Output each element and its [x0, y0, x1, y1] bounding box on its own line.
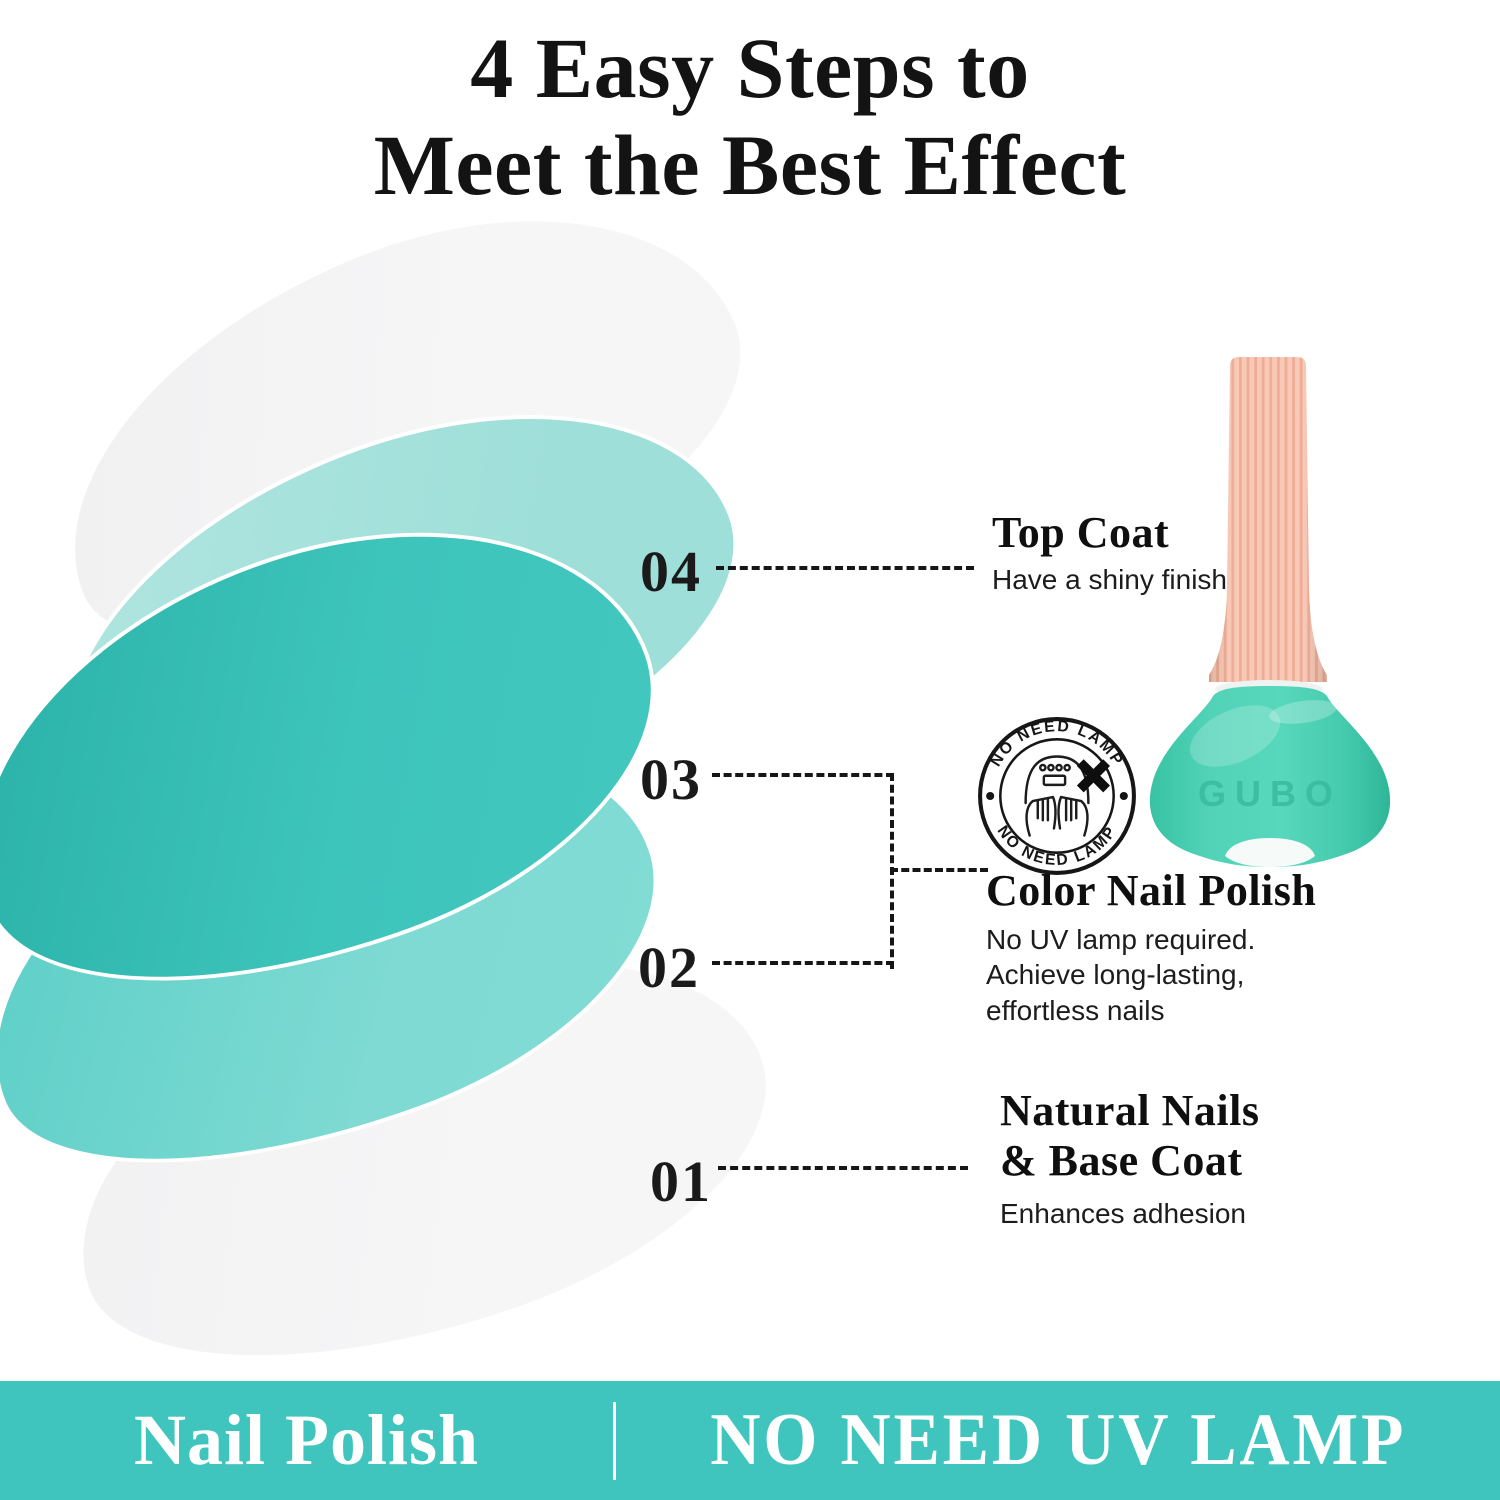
- uv-lamp-hands-icon: [1024, 755, 1090, 837]
- banner-divider: [613, 1401, 616, 1480]
- stamp-outer-circle: [978, 717, 1136, 875]
- banner-right-text: NO NEED UV LAMP: [709, 1399, 1407, 1481]
- leader-line-01: [718, 1166, 968, 1170]
- color-polish-desc-line-1: No UV lamp required.: [986, 924, 1256, 956]
- banner-left-text: Nail Polish: [133, 1400, 480, 1480]
- stamp-inner-circle: [999, 738, 1115, 854]
- color-polish-desc-line-3: effortless nails: [986, 994, 1165, 1026]
- x-mark-icon: [1076, 759, 1111, 793]
- leader-line-02: [712, 961, 894, 965]
- top-coat-heading: Top Coat: [992, 508, 1170, 557]
- bottle-body: GUBO: [1149, 686, 1391, 867]
- title-line-1: 4 Easy Steps to: [470, 20, 1030, 116]
- title-line-2: Meet the Best Effect: [373, 117, 1127, 214]
- annotation-color-nail-polish: Color Nail Polish No UV lamp required. A…: [986, 866, 1316, 1028]
- color-nail-polish-heading: Color Nail Polish: [986, 866, 1317, 915]
- bottle-cap: [1209, 357, 1327, 682]
- natural-nails-description: Enhances adhesion: [1000, 1198, 1246, 1230]
- natural-nails-heading-line-2: & Base Coat: [1000, 1136, 1243, 1186]
- bottom-banner: Nail Polish NO NEED UV LAMP: [0, 1381, 1500, 1500]
- annotation-natural-nails-base-coat: Natural Nails & Base Coat Enhances adhes…: [1000, 1086, 1260, 1232]
- bottle-brand-text: GUBO: [1198, 773, 1342, 814]
- natural-nails-heading-line-1: Natural Nails: [1000, 1086, 1260, 1135]
- leader-line-04: [716, 566, 974, 570]
- bottle-base: [1225, 838, 1315, 867]
- nail-polish-bottle: GUBO: [1149, 357, 1391, 867]
- top-coat-description: Have a shiny finish: [992, 564, 1228, 596]
- page-title: 4 Easy Steps to Meet the Best Effect: [0, 20, 1500, 214]
- color-nail-polish-description: No UV lamp required. Achieve long-lastin…: [986, 922, 1316, 1028]
- leader-line-03: [712, 773, 894, 777]
- step-number-01: 01: [650, 1149, 712, 1214]
- no-need-lamp-stamp-icon: NO NEED LAMP NO NEED LAMP: [978, 717, 1136, 875]
- stamp-left-dot: [986, 791, 995, 801]
- leader-line-bracket-middle: [890, 868, 988, 872]
- step-number-04: 04: [640, 539, 702, 604]
- annotation-top-coat: Top Coat Have a shiny finish: [992, 508, 1227, 597]
- step-number-02: 02: [638, 935, 700, 1000]
- step-number-03: 03: [640, 747, 702, 812]
- stamp-right-dot: [1119, 791, 1128, 801]
- color-polish-desc-line-2: Achieve long-lasting,: [986, 959, 1245, 991]
